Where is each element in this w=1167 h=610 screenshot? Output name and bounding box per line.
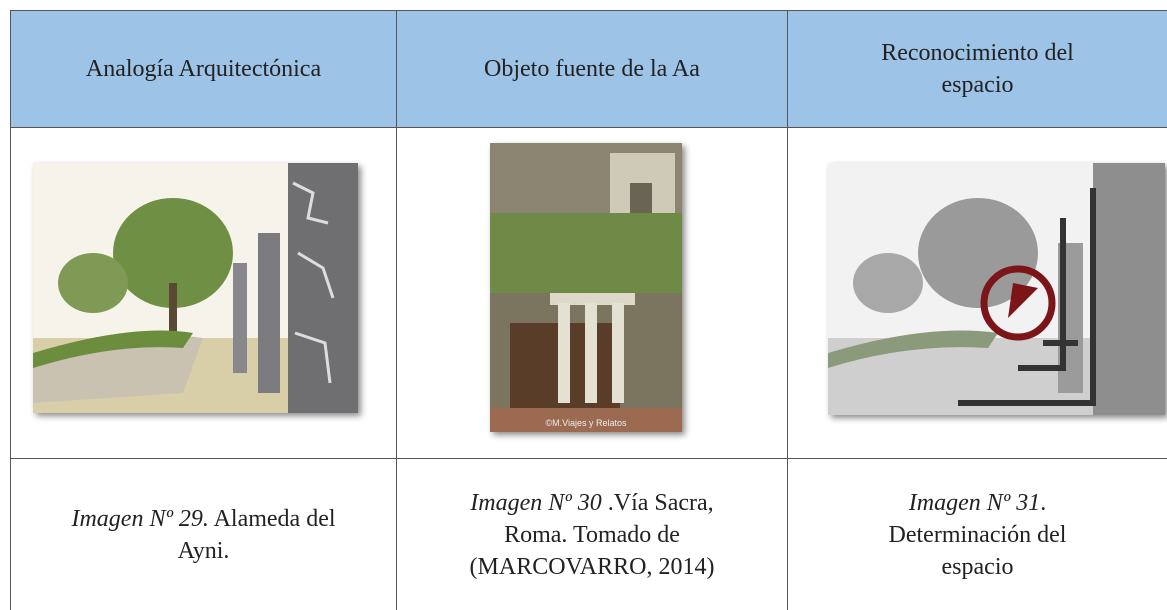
- image-cell: [787, 127, 1167, 458]
- header-cell: Analogía Arquitectónica: [10, 10, 396, 127]
- caption: Imagen Nº 29. Alameda del Ayni.: [51, 503, 356, 567]
- image-cell: [396, 127, 787, 458]
- photo-via-sacra: ©M.Viajes y Relatos: [490, 143, 682, 432]
- caption-text: . Determinación del espacio: [888, 489, 1067, 580]
- header-text: Analogía Arquitectónica: [85, 56, 322, 82]
- header-cell: Objeto fuente de la Aa: [396, 10, 787, 127]
- caption-text: Alameda del Ayni.: [177, 505, 336, 564]
- caption-cell: Imagen Nº 30 .Vía Sacra, Roma. Tomado de…: [396, 458, 787, 610]
- photo-alameda: [33, 163, 358, 413]
- photo-reconocimiento: [828, 163, 1165, 415]
- caption: Imagen Nº 30 .Vía Sacra, Roma. Tomado de…: [437, 487, 747, 583]
- header-text: Reconocimiento del espacio: [881, 40, 1074, 98]
- watermark: ©M.Viajes y Relatos: [546, 418, 627, 428]
- header-text: Objeto fuente de la Aa: [484, 56, 700, 82]
- caption: Imagen Nº 31. Determinación del espacio: [873, 487, 1082, 583]
- caption-italic: Imagen Nº 31: [908, 489, 1041, 516]
- caption-cell: Imagen Nº 29. Alameda del Ayni.: [10, 458, 396, 610]
- caption-italic: Imagen Nº 30: [470, 489, 602, 516]
- caption-italic: Imagen Nº 29.: [71, 505, 209, 532]
- caption-cell: Imagen Nº 31. Determinación del espacio: [787, 458, 1167, 610]
- caption-text: .Vía Sacra, Roma. Tomado de (MARCOVARRO,…: [469, 489, 715, 580]
- header-cell: Reconocimiento del espacio: [787, 10, 1167, 127]
- image-cell: [10, 127, 396, 458]
